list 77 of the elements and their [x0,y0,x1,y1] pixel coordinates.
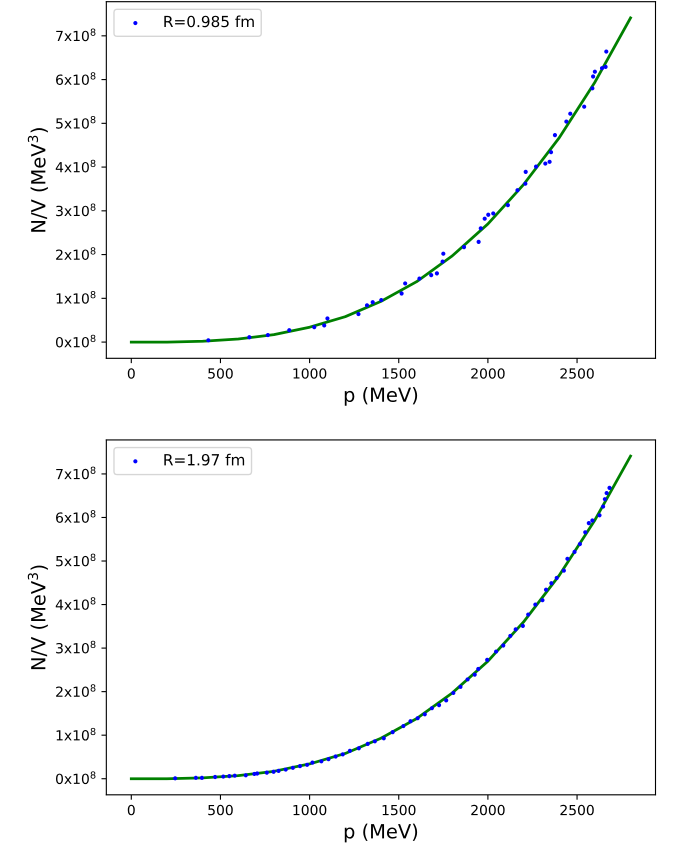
y-tick-label: 0x10$^{8}$ [56,771,96,784]
y-tick-label: 7x10$^{8}$ [56,466,96,480]
point [356,312,361,316]
y-tick-label: 6x10$^{8}$ [56,72,96,85]
x-tick-label: 500 [208,804,233,816]
x-tick-label: 2000 [471,368,505,379]
point [325,316,330,321]
point [440,260,445,264]
y-tick-label: 5x10$^{8}$ [56,554,96,566]
point [370,300,375,304]
point [543,161,548,166]
point [534,164,538,169]
x-tick-label: 1500 [382,368,416,379]
x-tick-label: 2500 [560,804,594,816]
point [603,64,608,69]
x-tick-label: 0 [128,368,135,379]
point [312,325,316,330]
point [548,150,554,154]
point [564,119,568,124]
point [417,276,422,281]
y-tick-label: 2x10$^{8}$ [56,247,96,260]
point [476,240,481,244]
x-tick-label: 1000 [293,368,326,379]
point [429,273,434,278]
point [548,160,552,164]
line-series [130,454,632,780]
y-tick-label: 3x10$^{8}$ [56,640,96,654]
y-axis-title: N/V (MeV$^{3}$) [28,128,48,232]
point [592,70,597,74]
point [515,188,520,192]
point [379,298,384,302]
point [482,216,487,221]
point [434,271,439,276]
x-axis-title: p (MeV) [344,387,418,406]
point [206,338,210,342]
point [568,112,572,116]
point [266,333,270,338]
point [400,291,404,296]
x-axis-title: p (MeV) [344,824,418,842]
y-tick-label: 4x10$^{8}$ [56,160,96,172]
x-tick-label: 500 [208,368,233,379]
y-axis-title: N/V (MeV$^{3}$) [28,566,48,670]
x-tick-label: 0 [128,804,135,816]
point [523,182,528,186]
y-tick-label: 7x10$^{8}$ [56,28,96,42]
point [591,74,596,79]
point [506,203,510,208]
point [552,133,558,138]
y-tick-label: 3x10$^{8}$ [56,203,96,216]
y-tick-label: 4x10$^{8}$ [56,597,96,610]
point [491,211,496,216]
point [590,86,594,90]
legend-label: R=0.985 fm [164,15,254,28]
legend-label: R=1.97 fm [164,454,244,466]
x-tick-label: 2000 [471,804,505,816]
point [582,104,586,109]
x-tick-label: 1000 [293,804,326,816]
point [322,323,326,328]
y-tick-label: 1x10$^{8}$ [56,728,96,741]
point [478,226,483,230]
point [524,170,528,174]
point [441,252,446,256]
point [462,245,466,250]
y-tick-label: 0x10$^{8}$ [56,334,96,348]
point [604,49,608,54]
x-tick-label: 1500 [382,804,416,816]
point [600,66,604,70]
y-tick-label: 1x10$^{8}$ [56,290,96,304]
y-tick-label: 6x10$^{8}$ [56,510,96,523]
y-tick-label: 2x10$^{8}$ [56,684,96,698]
x-tick-label: 2500 [560,368,594,379]
point [364,303,370,308]
point [403,281,408,286]
point [287,328,292,332]
point [247,335,252,340]
line-series [130,16,632,344]
y-tick-label: 5x10$^{8}$ [56,116,96,129]
